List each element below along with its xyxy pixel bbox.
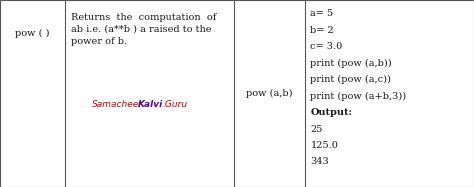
Text: Output:: Output: [310, 108, 353, 117]
Text: .Guru: .Guru [163, 100, 188, 109]
Text: pow (a,b): pow (a,b) [246, 89, 292, 98]
Text: print (pow (a+b,3)): print (pow (a+b,3)) [310, 92, 407, 101]
Text: a= 5: a= 5 [310, 9, 334, 18]
Text: 125.0: 125.0 [310, 141, 338, 150]
Text: print (pow (a,b)): print (pow (a,b)) [310, 59, 392, 68]
Text: 343: 343 [310, 157, 329, 166]
Text: pow ( ): pow ( ) [16, 29, 50, 38]
Text: print (pow (a,c)): print (pow (a,c)) [310, 75, 392, 84]
Text: Samacheer: Samacheer [91, 100, 143, 109]
Text: b= 2: b= 2 [310, 26, 334, 35]
Text: Kalvi: Kalvi [138, 100, 163, 109]
Text: Returns  the  computation  of
ab i.e. (a**b ) a raised to the
power of b.: Returns the computation of ab i.e. (a**b… [71, 13, 217, 46]
Text: c= 3.0: c= 3.0 [310, 42, 343, 51]
Text: 25: 25 [310, 125, 323, 134]
